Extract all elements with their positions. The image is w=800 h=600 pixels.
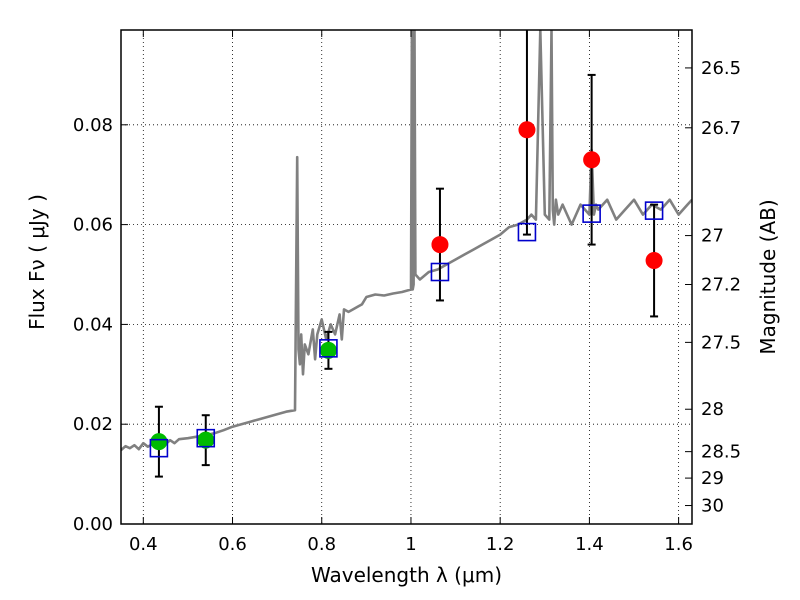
plot-series <box>121 30 692 478</box>
x-axis-ticks: 0.4 0.6 0.8 1 1.2 1.4 1.6 <box>129 30 693 555</box>
model-square-marker <box>582 204 601 223</box>
y-tick-label: 0.00 <box>73 514 113 535</box>
y-tick-label: 0.06 <box>73 215 113 236</box>
green-data-point <box>150 433 168 451</box>
model-square-marker <box>517 222 537 242</box>
red-data-point <box>583 151 601 169</box>
magnitude-tick-label: 30 <box>701 496 724 517</box>
model-square-marker <box>149 438 169 458</box>
magnitude-tick-label: 27 <box>701 226 724 247</box>
magnitude-tick-label: 26.5 <box>701 58 741 79</box>
model-square-marker <box>196 428 216 448</box>
x-tick-label: 0.8 <box>307 534 336 555</box>
x-tick-label: 0.6 <box>218 534 247 555</box>
magnitude-tick-label: 28 <box>701 399 724 420</box>
x-tick-label: 1 <box>405 534 416 555</box>
magnitude-axis-ticks: 26.5 26.7 27 27.2 27.5 28 28.5 29 30 <box>685 58 741 517</box>
green-data-point <box>197 431 215 449</box>
spectrum-line <box>121 30 692 452</box>
y-axis-label: Flux Fν ( μJy ) <box>25 194 49 330</box>
green-data-point <box>319 341 337 359</box>
y-tick-label: 0.02 <box>73 414 113 435</box>
x-tick-label: 1.4 <box>575 534 604 555</box>
x-tick-label: 0.4 <box>129 534 158 555</box>
magnitude-tick-label: 29 <box>701 468 724 489</box>
red-data-point <box>645 252 663 270</box>
x-axis-label: Wavelength λ (μm) <box>311 563 502 587</box>
axes-frame <box>120 29 693 525</box>
magnitude-axis-label: Magnitude (AB) <box>756 199 780 354</box>
model-square-marker <box>319 339 338 358</box>
magnitude-tick-label: 26.7 <box>701 118 741 139</box>
plot-area <box>121 30 692 478</box>
y-tick-label: 0.04 <box>73 314 113 335</box>
red-data-point <box>518 121 536 139</box>
x-tick-label: 1.6 <box>664 534 693 555</box>
magnitude-tick-label: 28.5 <box>701 442 741 463</box>
magnitude-tick-label: 27.2 <box>701 274 741 295</box>
y-tick-label: 0.08 <box>73 115 113 136</box>
model-square-marker <box>430 262 450 282</box>
x-tick-label: 1.2 <box>486 534 515 555</box>
red-data-point <box>431 236 449 254</box>
magnitude-tick-label: 27.5 <box>701 332 741 353</box>
y-axis-ticks: 0.00 0.02 0.04 0.06 0.08 <box>73 115 128 535</box>
model-square-marker <box>644 201 664 220</box>
